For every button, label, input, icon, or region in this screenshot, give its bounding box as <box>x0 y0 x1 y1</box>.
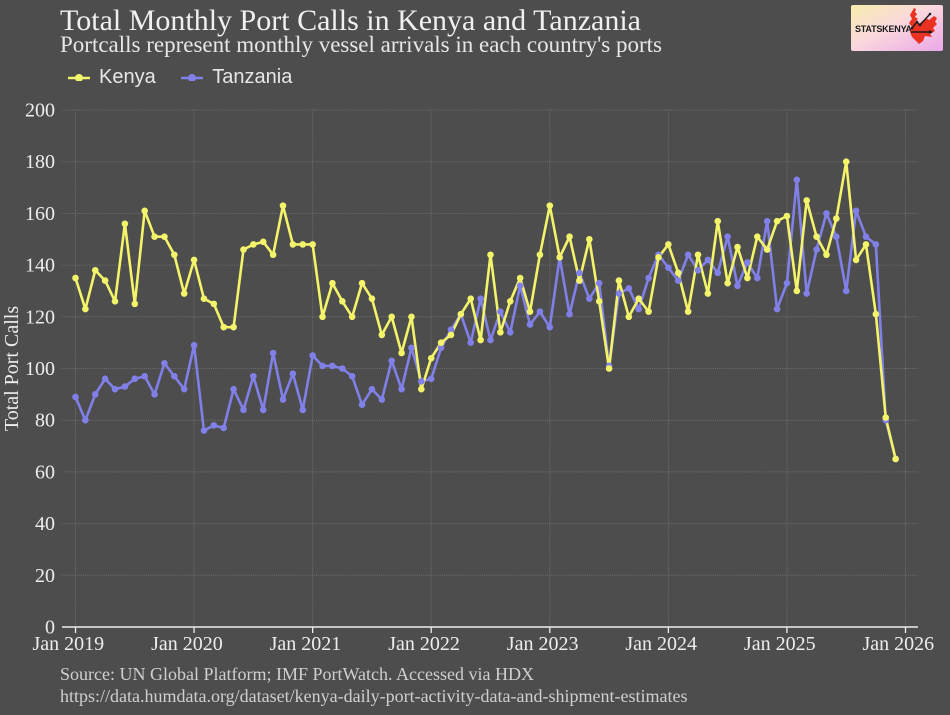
svg-text:Total Port Calls: Total Port Calls <box>1 306 23 431</box>
svg-text:40: 40 <box>35 513 55 535</box>
svg-text:Jan 2026: Jan 2026 <box>863 633 935 655</box>
svg-text:20: 20 <box>35 565 55 587</box>
svg-text:Jan 2019: Jan 2019 <box>33 633 105 655</box>
svg-text:100: 100 <box>25 358 55 380</box>
svg-text:60: 60 <box>35 461 55 483</box>
svg-text:180: 180 <box>25 151 55 173</box>
svg-text:Jan 2021: Jan 2021 <box>270 633 342 655</box>
svg-text:Jan 2020: Jan 2020 <box>151 633 223 655</box>
svg-text:80: 80 <box>35 410 55 432</box>
svg-text:Jan 2022: Jan 2022 <box>388 633 460 655</box>
svg-text:120: 120 <box>25 306 55 328</box>
svg-text:200: 200 <box>25 100 55 122</box>
svg-text:140: 140 <box>25 255 55 277</box>
svg-text:Jan 2025: Jan 2025 <box>744 633 816 655</box>
svg-text:Jan 2023: Jan 2023 <box>507 633 579 655</box>
svg-text:Jan 2024: Jan 2024 <box>625 633 697 655</box>
svg-text:160: 160 <box>25 203 55 225</box>
